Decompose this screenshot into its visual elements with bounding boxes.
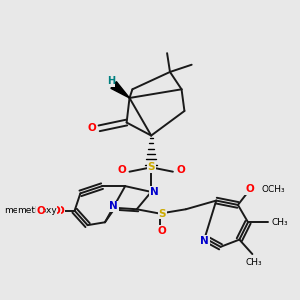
Text: S: S bbox=[147, 162, 155, 172]
Text: O: O bbox=[51, 206, 60, 216]
Text: S: S bbox=[158, 208, 166, 219]
Text: O: O bbox=[56, 206, 64, 216]
Text: O: O bbox=[36, 206, 45, 216]
Text: CH₃: CH₃ bbox=[245, 258, 262, 267]
Polygon shape bbox=[111, 82, 130, 98]
Text: methoxy: methoxy bbox=[17, 206, 57, 215]
Text: O: O bbox=[88, 123, 96, 133]
Text: O: O bbox=[177, 165, 185, 175]
Text: CH₃: CH₃ bbox=[271, 218, 288, 227]
Text: O: O bbox=[158, 226, 167, 236]
Text: OCH₃: OCH₃ bbox=[262, 184, 286, 194]
Text: N: N bbox=[109, 201, 118, 212]
Text: O: O bbox=[56, 206, 64, 216]
Text: O: O bbox=[245, 184, 254, 194]
Text: O: O bbox=[117, 165, 126, 175]
Text: methoxy: methoxy bbox=[42, 209, 48, 211]
Text: methoxy: methoxy bbox=[46, 209, 52, 211]
Text: N: N bbox=[150, 187, 158, 197]
Text: N: N bbox=[200, 236, 209, 246]
Text: H: H bbox=[107, 76, 115, 86]
Text: methoxy: methoxy bbox=[4, 206, 44, 215]
Text: methoxy: methoxy bbox=[43, 209, 49, 211]
